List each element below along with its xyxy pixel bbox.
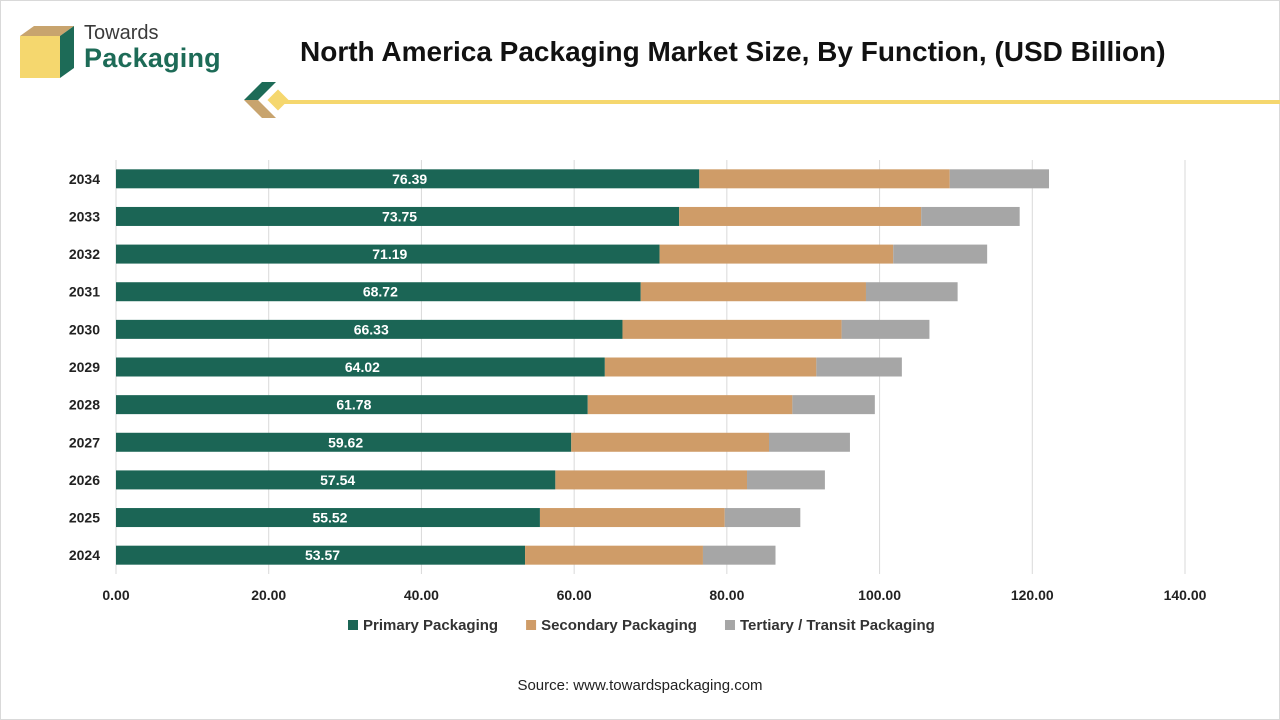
data-label: 73.75 [382,208,417,224]
y-category-label: 2026 [69,472,100,488]
y-category-label: 2029 [69,359,100,375]
data-label: 61.78 [336,397,371,413]
x-tick-label: 140.00 [1164,587,1207,603]
data-label: 55.52 [312,510,347,526]
bar-segment [841,319,930,339]
bar-segment [525,545,703,565]
bar-segment [571,432,770,452]
bar-segment [555,470,748,490]
bar-segment [116,357,605,377]
x-tick-label: 40.00 [404,587,439,603]
legend-label: Primary Packaging [363,617,498,634]
y-category-label: 2025 [69,510,100,526]
y-category-label: 2030 [69,321,100,337]
bar-segment [747,470,825,490]
bar-segment [116,169,700,189]
x-tick-label: 60.00 [557,587,592,603]
bar-segment [539,508,725,528]
y-category-label: 2024 [69,547,100,563]
data-label: 68.72 [363,284,398,300]
bar-segment [893,244,988,264]
chart-title: North America Packaging Market Size, By … [300,36,1166,67]
y-category-label: 2028 [69,397,100,413]
legend-swatch [724,620,735,630]
bar-segment [116,395,588,415]
data-label: 57.54 [320,472,355,488]
bar-segment [949,169,1050,189]
bar-segment [116,508,540,528]
data-label: 59.62 [328,434,363,450]
legend-swatch [348,620,358,630]
bar-segment [865,282,958,302]
title-underline [280,100,1280,104]
bar-segment [116,432,572,452]
y-category-label: 2034 [69,171,100,187]
bar-segment [116,470,556,490]
bar-segment [116,319,623,339]
x-tick-label: 20.00 [251,587,286,603]
bar-segment [679,206,922,226]
y-category-label: 2032 [69,246,100,262]
legend-swatch [526,620,537,630]
logo-text-towards: Towards [84,22,159,44]
data-label: 66.33 [354,321,389,337]
bar-segment [587,395,793,415]
bar-segment [116,244,660,264]
bar-segment [921,206,1020,226]
bar-segment [604,357,817,377]
box-logo-icon [20,26,74,78]
data-label: 53.57 [305,547,340,563]
y-category-label: 2027 [69,434,100,450]
x-tick-label: 0.00 [102,587,129,603]
logo-text-packaging: Packaging [84,43,221,73]
x-tick-label: 120.00 [1011,587,1054,603]
data-label: 71.19 [372,246,407,262]
legend-label: Secondary Packaging [541,617,697,634]
bar-segment [116,206,680,226]
bar-segment [816,357,902,377]
x-tick-label: 80.00 [709,587,744,603]
x-tick-label: 100.00 [858,587,901,603]
bar-segment [659,244,894,264]
legend-label: Tertiary / Transit Packaging [740,617,935,634]
bar-segment [116,282,641,302]
bar-segment [702,545,776,565]
bar-segment [622,319,842,339]
bar-segment [640,282,866,302]
y-category-label: 2031 [69,284,100,300]
y-category-label: 2033 [69,208,100,224]
data-label: 64.02 [345,359,380,375]
towards-packaging-logo: Towards Packaging [16,22,246,92]
data-label: 76.39 [392,171,427,187]
bar-segment [116,545,526,565]
bar-segment [769,432,850,452]
bar-segment [724,508,801,528]
source-note: Source: www.towardspackaging.com [517,677,763,694]
bar-segment [792,395,875,415]
bar-segment [699,169,950,189]
